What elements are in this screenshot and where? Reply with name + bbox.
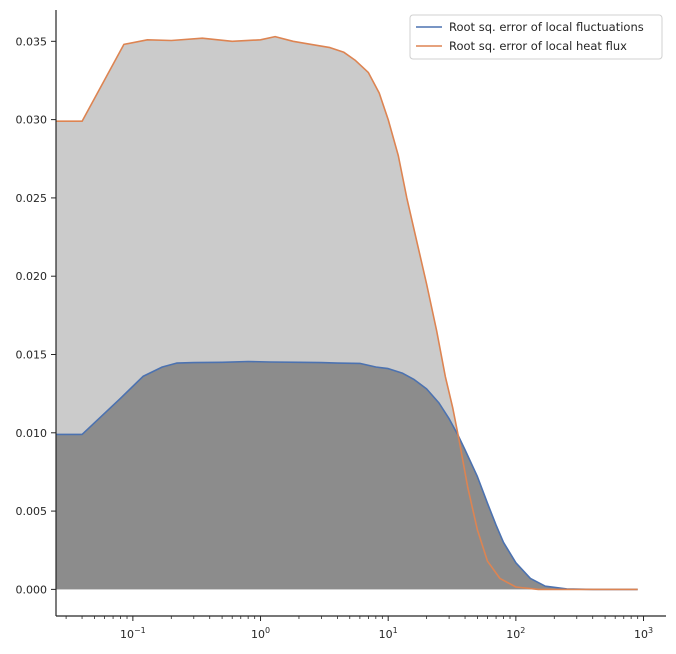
- y-tick-label: 0.030: [16, 114, 48, 127]
- x-tick-label: 100: [251, 626, 270, 641]
- area-fills: [56, 36, 638, 590]
- x-tick-label: 103: [634, 626, 653, 641]
- y-tick-label: 0.025: [16, 192, 48, 205]
- y-tick-label: 0.020: [16, 270, 48, 283]
- legend: Root sq. error of local fluctuations Root…: [409, 14, 663, 60]
- legend-label-1: Root sq. error of local fluctuations: [449, 20, 644, 34]
- legend-box: [409, 14, 663, 60]
- series-fill-1: [56, 361, 638, 590]
- series-line-1: [56, 360, 638, 591]
- series-line-2: [56, 35, 638, 591]
- x-tick-label: 101: [379, 626, 398, 641]
- y-tick-label: 0.000: [16, 583, 48, 596]
- y-tick-label: 0.035: [16, 35, 48, 48]
- y-tick-label: 0.010: [16, 427, 48, 440]
- y-tick-label: 0.005: [16, 505, 48, 518]
- series-lines: [56, 35, 638, 591]
- x-tick-label: 10−1: [120, 626, 146, 641]
- axes: 0.000 0.005 0.010 0.015 0.020 0.025 0.030 0.035…: [16, 10, 666, 641]
- x-tick-label: 102: [506, 626, 525, 641]
- legend-label-2: Root sq. error of local heat flux: [449, 39, 627, 53]
- y-tick-label: 0.015: [16, 348, 48, 361]
